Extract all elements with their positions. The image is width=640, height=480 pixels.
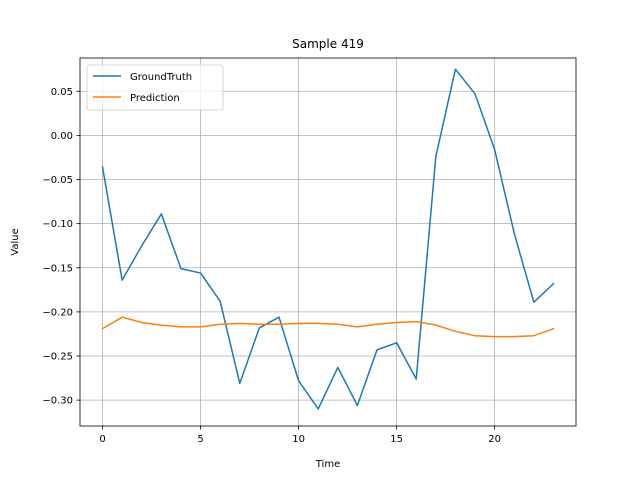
axis-ticks: 0 5 10 15 20 −0.30 −0.25 −0.20 −0.15 −0.10 −0.05 0.… [42,87,501,445]
x-tick-label: 5 [197,434,203,445]
series-lines [101,68,555,410]
legend: GroundTruth Prediction [86,64,224,111]
y-tick-label: −0.25 [42,352,73,363]
chart-title: Sample 419 [292,37,364,51]
x-tick-label: 15 [390,434,403,445]
x-tick-label: 20 [488,434,501,445]
x-tick-label: 10 [292,434,305,445]
y-tick-label: −0.20 [42,307,73,318]
series-line-prediction [101,316,555,338]
legend-label-prediction: Prediction [130,93,180,104]
y-tick-label: −0.30 [42,396,73,407]
y-tick-label: −0.05 [42,175,73,186]
grid-lines [80,58,576,426]
y-tick-label: 0.00 [51,131,73,142]
y-tick-label: −0.10 [42,219,73,230]
x-tick-label: 0 [99,434,105,445]
x-axis-label: Time [315,459,340,470]
series-line-groundtruth [101,68,555,410]
legend-label-groundtruth: GroundTruth [130,72,192,83]
y-tick-label: −0.15 [42,263,73,274]
y-axis-label: Value [10,228,21,255]
plot-frame [79,57,577,427]
y-tick-label: 0.05 [51,87,73,98]
